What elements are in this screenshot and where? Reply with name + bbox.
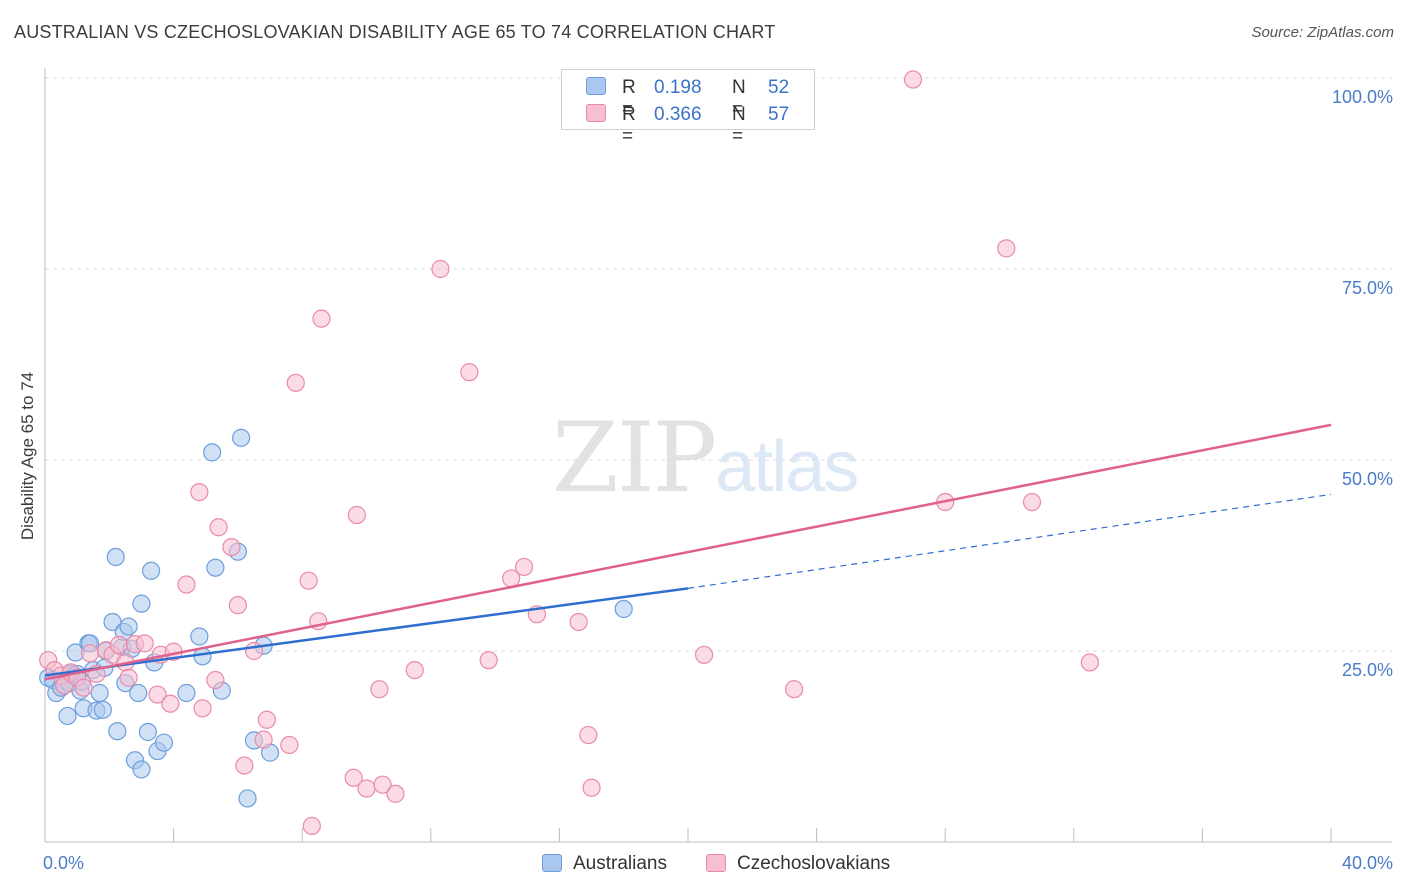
australians-point — [106, 547, 125, 567]
australians-point — [154, 733, 174, 752]
australians-point — [203, 443, 222, 462]
legend-swatch-czechoslovakians — [706, 854, 726, 872]
x-tick-label: 0.0% — [43, 853, 84, 873]
australians-point — [93, 700, 112, 719]
czechoslovakians-point — [80, 644, 100, 663]
czechoslovakians-point — [373, 775, 392, 794]
czechoslovakians-point — [479, 651, 498, 670]
y-tick-label: 100.0% — [1332, 87, 1393, 107]
trend-layer — [44, 423, 1332, 681]
czechoslovakians-point — [193, 699, 212, 718]
australians-point — [129, 683, 148, 703]
legend-swatch-australians — [542, 854, 562, 872]
australians-point — [138, 722, 157, 742]
czechoslovakians-point — [244, 641, 264, 661]
czechoslovakians-point — [405, 660, 424, 680]
czechoslovakians-point — [460, 363, 479, 382]
czechoslovakians-point — [784, 680, 804, 699]
czechoslovakians-point — [206, 670, 225, 690]
legend-swatch-czechoslovakians — [586, 104, 606, 122]
czechoslovakians-point — [903, 70, 923, 89]
y-tick-label: 25.0% — [1342, 660, 1393, 680]
czechoslovakians-point — [177, 575, 196, 594]
czechoslovakians-point — [694, 645, 714, 664]
y-tick-label: 50.0% — [1342, 469, 1393, 489]
czechoslovakians-point — [254, 730, 273, 749]
czechoslovakians-point — [1080, 653, 1099, 672]
australians-trend-extension — [687, 493, 1332, 589]
czechoslovakians-point — [1022, 492, 1042, 512]
australians-point — [614, 599, 633, 619]
czechoslovakians-point — [370, 680, 389, 699]
czechoslovakians-point — [579, 725, 598, 745]
czechoslovakians-point — [347, 505, 366, 525]
czechoslovakians-point — [312, 309, 331, 328]
australians-point — [238, 789, 257, 808]
czechoslovakians-point — [514, 557, 534, 577]
czechoslovakians-point — [280, 735, 299, 755]
australians-point — [141, 561, 161, 580]
chart-source: Source: ZipAtlas.com — [1251, 24, 1394, 41]
legend-label-czechoslovakians: Czechoslovakians — [737, 853, 891, 874]
australians-point — [108, 722, 127, 741]
correlation-legend: R = 0.198 N = 52 R = 0.366 N = 57 — [561, 69, 815, 147]
czechoslovakians-point — [386, 784, 405, 803]
australians-point — [119, 617, 138, 636]
australians-trend-line — [44, 587, 689, 677]
australians-point — [232, 428, 251, 447]
czechoslovakians-point — [569, 612, 588, 632]
czechoslovakians-point — [222, 537, 241, 557]
axis-layer — [44, 68, 1392, 843]
legend-n-value: 57 — [768, 104, 790, 125]
australians-point — [132, 760, 151, 779]
czechoslovakians-point — [228, 596, 247, 615]
legend-n-label: N = — [732, 104, 746, 147]
czechoslovakians-point — [299, 571, 318, 590]
czechoslovakians-point — [344, 768, 363, 787]
legend-r-value: 0.198 — [654, 77, 702, 98]
x-tick-label: 40.0% — [1342, 853, 1393, 873]
czechoslovakians-point — [997, 239, 1016, 258]
australians-point — [132, 594, 151, 613]
legend-n-value: 52 — [768, 77, 790, 98]
czechoslovakians-trend-line — [44, 423, 1332, 681]
y-tick-label: 75.0% — [1342, 278, 1393, 298]
legend-n-label: N = — [732, 77, 746, 120]
legend-r-label: R = — [622, 77, 636, 120]
czechoslovakians-point — [148, 685, 167, 704]
czechoslovakians-point — [74, 678, 93, 697]
czechoslovakians-point — [135, 634, 154, 653]
czechoslovakians-point — [431, 259, 450, 279]
czechoslovakians-points — [39, 70, 1099, 836]
grid-layer — [45, 77, 1392, 652]
czechoslovakians-point — [161, 694, 180, 713]
czechoslovakians-point — [257, 710, 276, 729]
legend-r-label: R = — [622, 104, 636, 147]
czechoslovakians-point — [209, 518, 228, 537]
legend-swatch-australians — [586, 77, 606, 95]
chart-title: AUSTRALIAN VS CZECHOSLOVAKIAN DISABILITY… — [14, 22, 776, 42]
czechoslovakians-point — [235, 756, 254, 775]
australians-point — [206, 558, 225, 577]
australians-point — [177, 683, 196, 703]
czechoslovakians-point — [286, 373, 305, 392]
czechoslovakians-point — [119, 668, 138, 687]
legend-r-value: 0.366 — [654, 104, 702, 125]
australians-point — [90, 683, 109, 703]
australians-point — [58, 706, 77, 726]
czechoslovakians-point — [190, 482, 209, 502]
legend-label-australians: Australians — [573, 853, 667, 874]
czechoslovakians-point — [302, 816, 321, 836]
series-legend: Australians Czechoslovakians — [0, 852, 1406, 878]
tick-layer: 25.0% 50.0% 75.0% 100.0% 0.0% 40.0% — [43, 87, 1393, 873]
czechoslovakians-point — [582, 778, 601, 797]
czechoslovakians-point — [357, 779, 376, 798]
australians-point — [190, 627, 209, 646]
czechoslovakians-point — [109, 635, 129, 654]
